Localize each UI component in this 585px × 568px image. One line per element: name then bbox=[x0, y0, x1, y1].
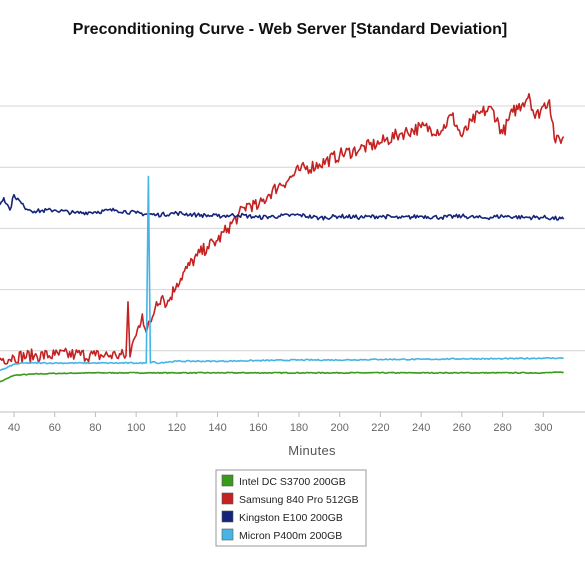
legend-swatch bbox=[221, 528, 234, 541]
x-tick-label: 280 bbox=[493, 422, 511, 434]
x-tick-label: 40 bbox=[8, 422, 20, 434]
x-tick-label: 200 bbox=[331, 422, 349, 434]
x-axis-title: Minutes bbox=[288, 443, 336, 458]
x-tick-label: 140 bbox=[208, 422, 226, 434]
legend-swatch bbox=[221, 492, 234, 505]
x-tick-label: 80 bbox=[89, 422, 101, 434]
plot-area bbox=[0, 93, 565, 383]
series-line-samsung-840-pro-512gb bbox=[0, 93, 565, 365]
series-line-micron-p400m-200gb bbox=[0, 175, 564, 371]
legend-label: Kingston E100 200GB bbox=[239, 512, 343, 524]
legend-swatch bbox=[221, 510, 234, 523]
legend-swatch bbox=[221, 474, 234, 487]
x-tick-label: 300 bbox=[534, 422, 552, 434]
x-tick-label: 240 bbox=[412, 422, 430, 434]
x-tick-label: 120 bbox=[168, 422, 186, 434]
legend-box bbox=[215, 469, 367, 547]
legend-label: Intel DC S3700 200GB bbox=[239, 476, 346, 488]
x-axis-ticks: 40 60 80 100 120 140 160 180 200 220 240 260 280 300 bbox=[8, 412, 552, 434]
grid bbox=[0, 105, 585, 413]
x-tick-label: 260 bbox=[453, 422, 471, 434]
legend: Intel DC S3700 200GB Samsung 840 Pro 512G… bbox=[215, 469, 367, 547]
x-tick-label: 60 bbox=[49, 422, 61, 434]
legend-label: Samsung 840 Pro 512GB bbox=[239, 494, 359, 506]
x-tick-label: 220 bbox=[371, 422, 389, 434]
x-tick-label: 100 bbox=[127, 422, 145, 434]
legend-label: Micron P400m 200GB bbox=[239, 530, 342, 542]
x-tick-label: 160 bbox=[249, 422, 267, 434]
x-tick-label: 180 bbox=[290, 422, 308, 434]
chart-title: Preconditioning Curve - Web Server [Stan… bbox=[73, 21, 507, 38]
series-line-kingston-e100-200gb bbox=[0, 193, 565, 221]
series-line-intel-dc-s3700-200gb bbox=[0, 371, 564, 383]
